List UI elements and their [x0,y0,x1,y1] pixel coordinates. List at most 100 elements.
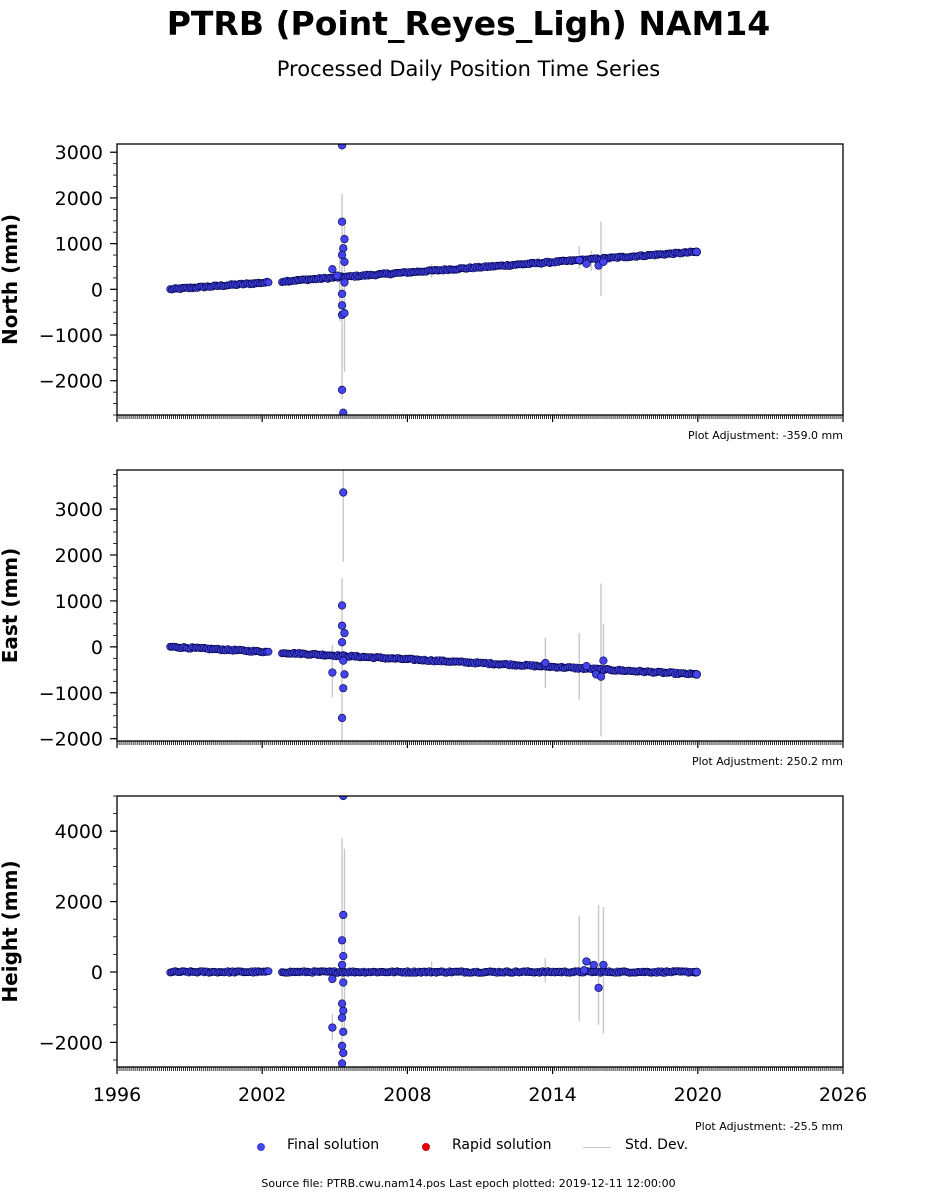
y-tick-label: 2000 [55,892,103,914]
final-point [264,967,273,976]
final-point [339,1027,348,1036]
final-point [333,271,342,280]
final-point [692,247,701,257]
y-tick-label: 2000 [55,545,103,567]
legend-rapid-label: Rapid solution [452,1137,552,1153]
final-point [582,957,591,966]
final-point [339,408,348,415]
final-point [340,670,349,679]
y-tick-label: −1000 [39,325,103,347]
final-point [692,967,701,977]
final-point [340,308,349,318]
final-point [340,234,349,244]
plot-adjustment: Plot Adjustment: -359.0 mm [688,429,843,442]
final-point [337,144,347,150]
x-tick-label: 2014 [528,1084,576,1106]
final-point [337,960,347,970]
final-point [337,289,347,298]
legend-stddev-label: Std. Dev. [625,1137,689,1153]
y-tick-label: −2000 [39,729,103,751]
final-point [340,278,349,287]
x-tick-label: 2026 [819,1084,867,1106]
final-point [582,662,591,671]
plot-adjustment: Plot Adjustment: -25.5 mm [695,1120,843,1133]
final-point [337,250,347,260]
final-point [337,601,347,610]
y-axis-label: East (mm) [0,548,22,664]
final-point [340,257,349,267]
y-tick-label: 3000 [55,142,103,164]
y-axis-label: North (mm) [0,214,22,345]
axes-frame [116,143,844,416]
page-subtitle: Processed Daily Position Time Series [276,57,661,81]
final-point [337,638,347,647]
final-point [337,385,347,394]
final-point [594,983,603,992]
final-point [599,656,608,665]
x-tick-label: 2002 [238,1084,286,1106]
final-point [582,259,591,268]
y-tick-label: −2000 [39,371,103,393]
final-point [599,257,608,267]
final-point [579,966,589,975]
final-point [339,244,348,253]
final-point [339,684,348,693]
plot-area-height [166,796,701,1067]
page-title: PTRB (Point_Reyes_Ligh) NAM14 [166,4,771,43]
y-tick-label: 0 [91,962,103,984]
final-point [328,974,337,984]
panel-east: −2000 −1000 0 1000 2000 3000 East (mm) Plot Adj… [0,469,844,768]
y-tick-label: 0 [91,637,103,659]
final-point [340,628,349,638]
final-point [339,488,348,497]
axes-frame [116,795,844,1068]
final-point [589,960,598,970]
source-caption: Source file: PTRB.cwu.nam14.pos Last epo… [261,1177,676,1190]
final-point [337,301,347,310]
final-point [337,217,347,226]
final-point [339,910,348,920]
legend-final-label: Final solution [287,1137,380,1153]
final-point [339,1048,348,1058]
plot-area-east [166,470,701,741]
x-tick-label: 2020 [674,1084,722,1106]
final-point [692,669,701,679]
y-tick-label: 4000 [55,821,103,843]
final-point [541,658,550,668]
x-tick-label: 1996 [93,1084,141,1106]
x-tick-label: 2008 [383,1084,431,1106]
panel-height: −2000 0 2000 4000 Height (mm) Plot Adjustment… [0,795,844,1133]
final-point [575,255,584,265]
final-point [264,647,273,656]
plot-area-north [166,144,701,415]
y-tick-label: 3000 [55,499,103,521]
final-point [337,1013,347,1022]
final-point [339,1006,348,1015]
y-tick-label: 1000 [55,591,103,613]
axes-frame [116,469,844,742]
plot-adjustment: Plot Adjustment: 250.2 mm [692,755,843,768]
final-point [337,936,347,945]
final-marker-icon [257,1143,265,1151]
final-point [337,713,347,723]
final-point [596,672,606,681]
y-tick-label: 0 [91,279,103,301]
final-point [337,999,347,1008]
final-point [337,621,347,630]
y-tick-label: 1000 [55,234,103,256]
final-point [337,1041,347,1050]
final-point [337,1059,347,1067]
final-point [264,278,273,287]
final-point [328,668,337,677]
stddev-line-icon [583,1147,611,1148]
final-point [339,952,348,961]
y-tick-label: −2000 [39,1032,103,1054]
final-point [339,978,348,987]
y-tick-label: −1000 [39,683,103,705]
panel-north: −2000 −1000 0 1000 2000 3000 North (mm) Plot Ad… [0,142,844,442]
final-point [328,265,337,274]
final-point [339,656,348,665]
rapid-marker-icon [422,1143,430,1151]
final-point [328,1023,337,1032]
